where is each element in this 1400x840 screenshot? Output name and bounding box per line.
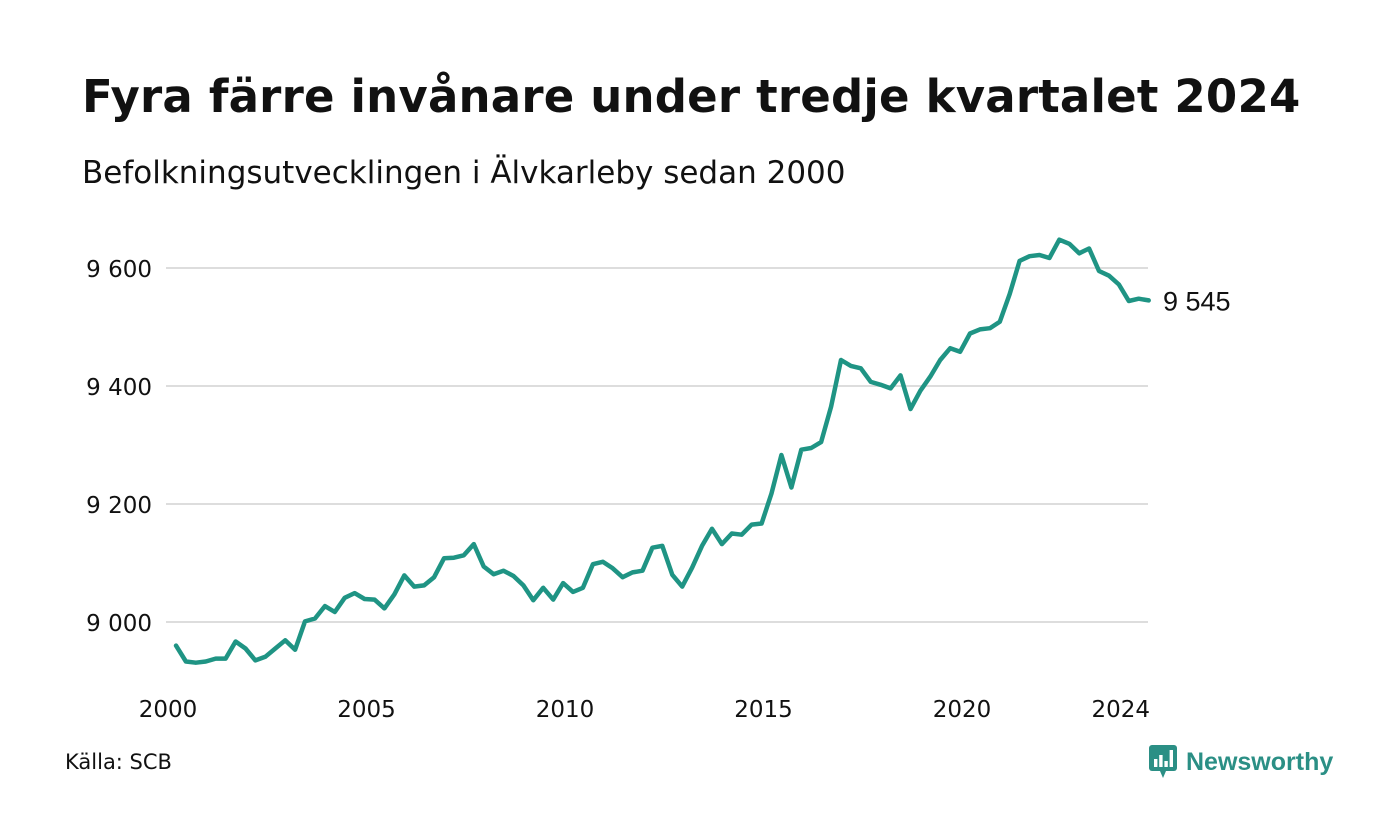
x-tick-label: 2010 [536, 697, 595, 723]
y-axis-ticks: 9 000 9 200 9 400 9 600 [86, 257, 152, 637]
x-tick-label: 2000 [139, 697, 198, 723]
chart-subtitle: Befolkningsutvecklingen i Älvkarleby sed… [82, 155, 846, 191]
x-axis-ticks: 2000 2005 2010 2015 2020 2024 [139, 697, 1150, 723]
x-tick-label: 2020 [933, 697, 992, 723]
x-tick-label: 2024 [1092, 697, 1151, 723]
y-tick-label: 9 200 [86, 493, 152, 519]
y-tick-label: 9 600 [86, 257, 152, 283]
chart-title: Fyra färre invånare under tredje kvartal… [82, 70, 1301, 123]
brand-logo[interactable]: Newsworthy [1148, 744, 1333, 780]
y-tick-label: 9 000 [86, 611, 152, 637]
last-value-label: 9 545 [1163, 286, 1231, 316]
series-layer [173, 237, 1151, 665]
x-tick-label: 2005 [337, 697, 396, 723]
gridlines [166, 267, 1148, 623]
y-tick-label: 9 400 [86, 375, 152, 401]
series-line [173, 237, 1151, 665]
data-labels: 9 545 [1163, 286, 1231, 316]
newsworthy-logo-icon [1149, 745, 1177, 778]
brand-name: Newsworthy [1186, 747, 1334, 776]
x-tick-label: 2015 [734, 697, 793, 723]
source-note: Källa: SCB [65, 750, 172, 774]
